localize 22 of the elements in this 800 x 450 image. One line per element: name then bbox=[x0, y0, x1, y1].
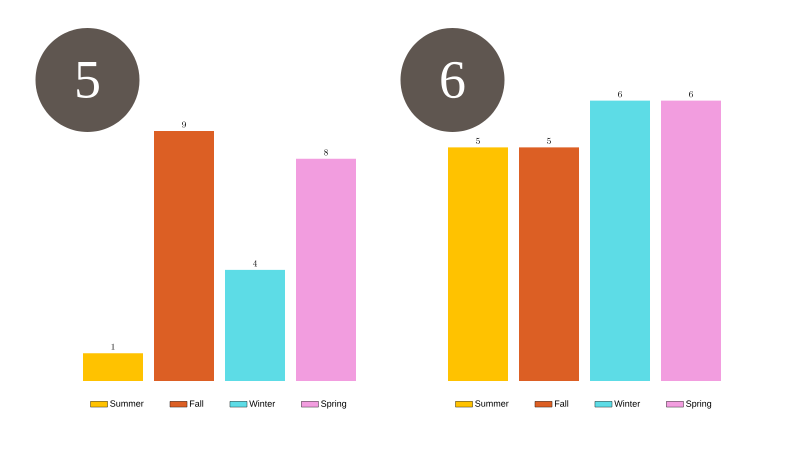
data-label: 6 bbox=[618, 91, 622, 98]
data-label: 5 bbox=[476, 138, 480, 144]
legend-label: Fall bbox=[190, 400, 204, 407]
bar bbox=[225, 270, 286, 381]
data-label: 6 bbox=[689, 91, 693, 98]
legend-label: Spring bbox=[321, 400, 346, 409]
chart-title: 6 bbox=[441, 62, 464, 98]
data-label: 8 bbox=[324, 149, 328, 156]
legend-label: Winter bbox=[249, 400, 276, 407]
legend-label: Winter bbox=[614, 400, 640, 407]
bar bbox=[296, 158, 356, 381]
data-label: 1 bbox=[112, 344, 115, 350]
bar bbox=[83, 353, 143, 381]
bar bbox=[154, 130, 214, 381]
legend-label: Fall bbox=[554, 400, 568, 407]
chart-title: 5 bbox=[77, 62, 99, 98]
legend-label: Summer bbox=[110, 400, 144, 407]
data-label: 9 bbox=[182, 121, 186, 128]
legend-label: Spring bbox=[686, 400, 712, 409]
legend-label: Summer bbox=[475, 400, 509, 407]
data-label: 5 bbox=[547, 138, 551, 144]
data-label: 4 bbox=[252, 260, 258, 266]
